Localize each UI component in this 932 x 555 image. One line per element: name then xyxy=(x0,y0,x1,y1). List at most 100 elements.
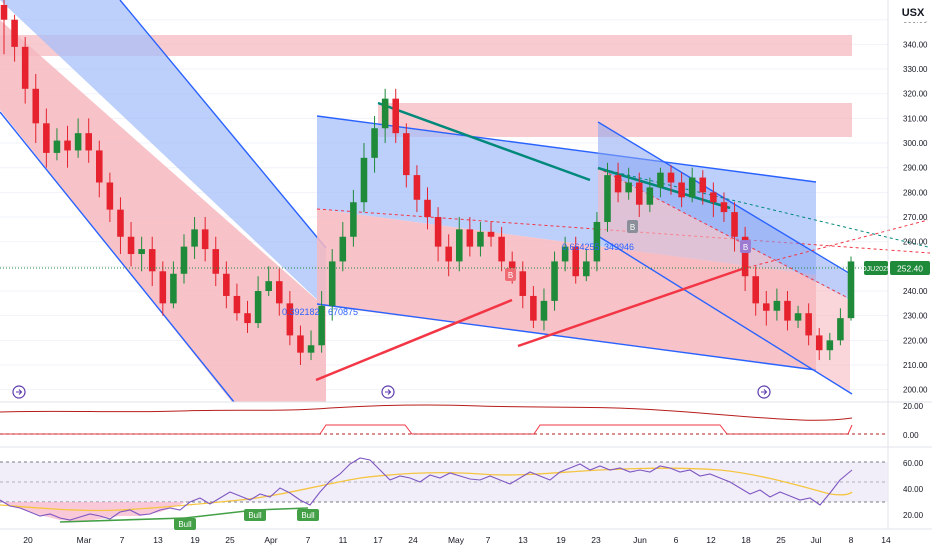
fib-label-b: 0.664255 xyxy=(562,242,600,252)
price-tick-label: 300.00 xyxy=(903,139,928,148)
event-marker-1[interactable] xyxy=(12,385,26,399)
candle xyxy=(466,217,474,257)
candle xyxy=(381,88,389,144)
price-tick-label: 260.00 xyxy=(903,238,928,247)
candle xyxy=(180,234,188,284)
price-tick-label: 330.00 xyxy=(903,65,928,74)
bull-label-2: Bull xyxy=(244,509,266,521)
candle xyxy=(498,226,505,272)
candle xyxy=(371,115,378,173)
candle xyxy=(11,14,18,62)
time-tick-label: 18 xyxy=(741,535,751,545)
candle xyxy=(710,182,717,218)
candle xyxy=(530,286,537,329)
time-tick-label: 6 xyxy=(674,535,679,545)
candle xyxy=(625,167,632,200)
time-tick-label: 11 xyxy=(339,535,348,545)
candle xyxy=(43,108,50,168)
candle xyxy=(826,332,834,361)
candle xyxy=(127,221,135,267)
rsi-tick-20: 20.00 xyxy=(903,511,924,520)
bull-label-3: Bull xyxy=(297,509,319,521)
candle xyxy=(32,73,40,144)
rsi-tick-60: 60.00 xyxy=(903,459,924,468)
bull-divergence-line-1 xyxy=(59,517,186,523)
candle xyxy=(635,172,643,218)
candle xyxy=(350,189,357,247)
price-axis[interactable]: 350.00340.00330.00320.00310.00300.00290.… xyxy=(903,16,928,395)
candle xyxy=(286,291,294,346)
mid-tick-0: 0.00 xyxy=(903,431,919,440)
candle xyxy=(117,197,124,255)
time-tick-label: 13 xyxy=(518,535,528,545)
b-marker-2: B xyxy=(627,220,638,233)
candle xyxy=(784,291,791,331)
candle xyxy=(223,261,230,309)
candle xyxy=(392,88,400,144)
candle xyxy=(815,328,823,361)
trend-line-red-extension xyxy=(741,219,929,270)
time-tick-label: Jun xyxy=(633,535,647,545)
time-tick-label: 20 xyxy=(23,535,33,545)
svg-text:Bull: Bull xyxy=(248,511,262,520)
candle xyxy=(201,217,209,262)
price-tick-label: 310.00 xyxy=(903,114,928,123)
price-tick-label: 240.00 xyxy=(903,287,928,296)
event-marker-2[interactable] xyxy=(381,385,395,399)
time-tick-label: 13 xyxy=(153,535,163,545)
rsi-tick-40: 40.00 xyxy=(903,485,924,494)
channel-1-lower-band xyxy=(0,20,326,402)
candle xyxy=(667,165,675,195)
candle xyxy=(53,128,61,161)
candle xyxy=(561,236,569,272)
rsi-ma-line xyxy=(0,467,853,512)
candle xyxy=(106,172,114,222)
candle xyxy=(646,177,654,213)
bull-label-1: Bull xyxy=(174,518,196,530)
candle xyxy=(847,256,855,321)
channel-3-lower-band xyxy=(598,168,850,393)
candle xyxy=(551,251,558,311)
fib-label-b2: 349946 xyxy=(604,242,634,252)
time-tick-label: 7 xyxy=(120,535,125,545)
candle xyxy=(752,266,759,316)
candle xyxy=(614,162,622,203)
currency-badge[interactable]: USX xyxy=(898,4,928,22)
mid-red-curve xyxy=(0,404,853,421)
channel-2-lower-line xyxy=(316,303,817,371)
candle xyxy=(731,202,738,252)
candle xyxy=(159,261,167,316)
candle xyxy=(244,300,251,333)
candle xyxy=(519,261,527,309)
candle xyxy=(445,234,452,277)
candle xyxy=(328,249,336,321)
mid-tick-20: 20.00 xyxy=(903,402,924,411)
candle xyxy=(74,118,82,158)
channel-3-upper-line xyxy=(597,121,853,276)
candle xyxy=(434,207,442,262)
svg-text:Bull: Bull xyxy=(301,511,315,520)
price-tick-label: 290.00 xyxy=(903,164,928,173)
candle xyxy=(403,123,410,188)
rsi-oversold-fill xyxy=(0,502,185,522)
candle xyxy=(688,167,696,203)
event-marker-3[interactable] xyxy=(757,385,771,399)
time-tick-label: 12 xyxy=(706,535,716,545)
candle xyxy=(191,217,198,259)
fib-label-a: 0.392182 xyxy=(282,307,320,317)
candle xyxy=(763,291,770,326)
trend-line-teal-1 xyxy=(377,101,591,182)
channel-1-upper-line xyxy=(119,0,327,249)
candle xyxy=(297,325,304,366)
candle xyxy=(604,162,611,232)
candle xyxy=(21,36,29,104)
candle xyxy=(773,288,781,321)
rsi-panel: Bull Bull Bull xyxy=(0,457,888,530)
candle xyxy=(212,236,220,287)
time-axis[interactable]: 20 Mar 7 13 19 25 Apr 7 11 17 24 May 7 13 19 23 Jun 6 12 18… xyxy=(23,535,891,545)
trend-line-red-2 xyxy=(517,267,743,348)
candle xyxy=(593,212,601,272)
candle xyxy=(170,261,177,309)
mid-step-line xyxy=(0,424,853,435)
time-tick-label: 23 xyxy=(591,535,601,545)
